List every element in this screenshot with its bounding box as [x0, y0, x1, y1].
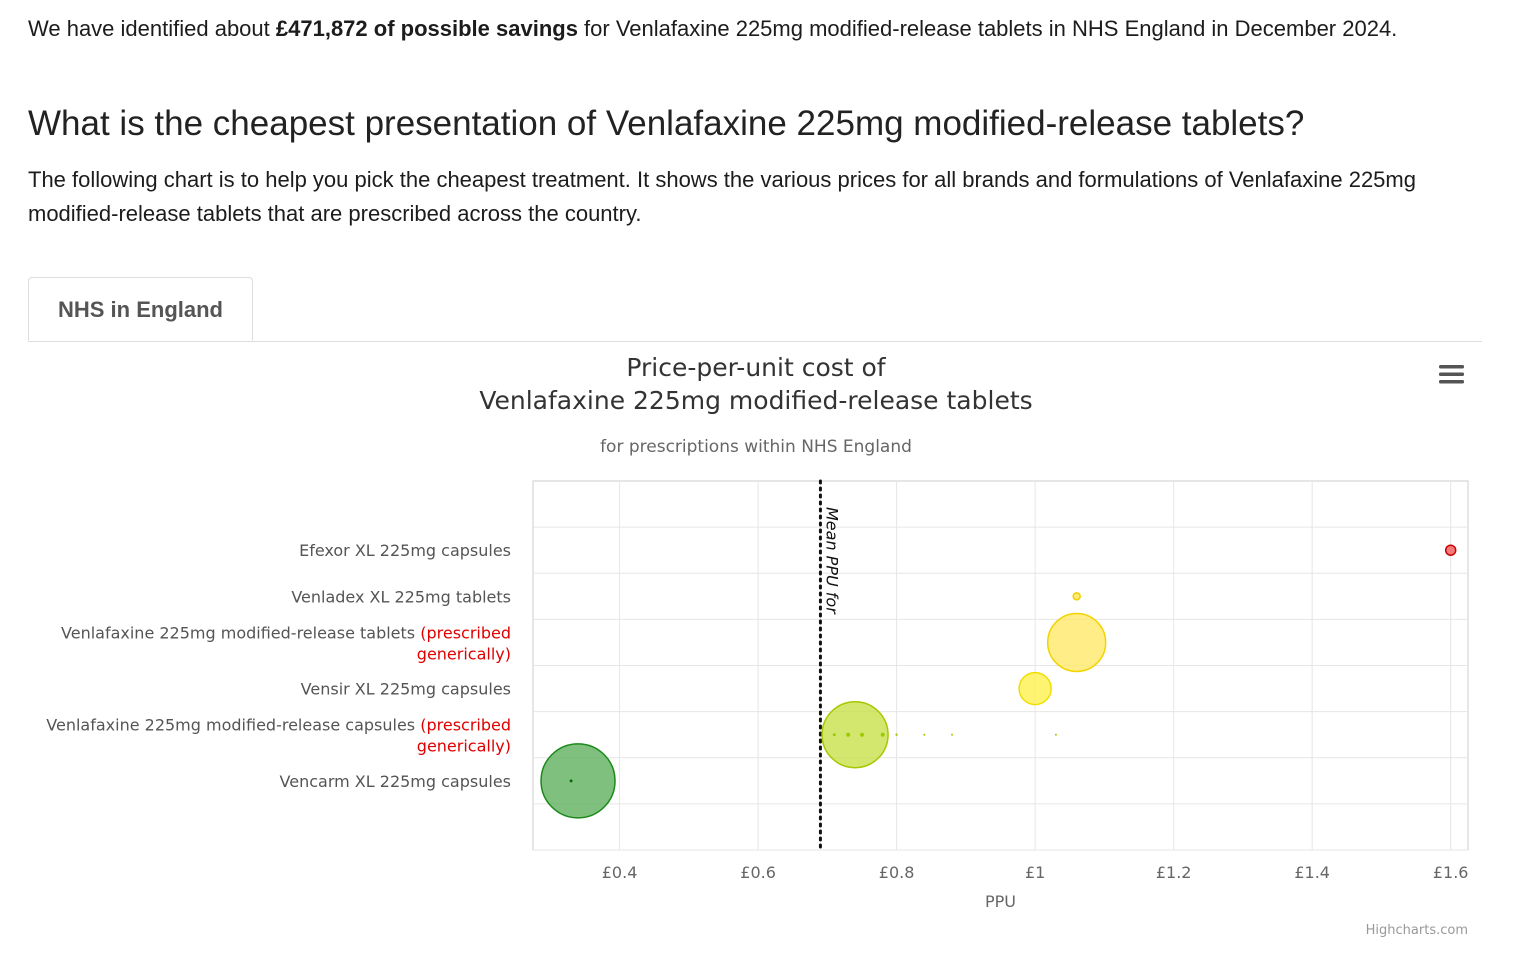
mean-ppu-label: Mean PPU for — [822, 507, 841, 615]
category-suffix: generically) — [417, 644, 511, 663]
y-axis-label: Venlafaxine 225mg modified-release capsu… — [46, 716, 511, 756]
data-point — [923, 733, 926, 736]
chart-explanation: The following chart is to help you pick … — [28, 167, 1416, 226]
x-tick-label: £1.6 — [1433, 863, 1469, 882]
x-axis-title: PPU — [985, 892, 1016, 911]
y-axis-label: Vencarm XL 225mg capsules — [280, 772, 511, 791]
data-point — [832, 733, 836, 737]
category-suffix: (prescribed — [420, 623, 511, 642]
tab-nhs-in-england[interactable]: NHS in England — [28, 277, 253, 341]
y-axis-label: Venladex XL 225mg tablets — [291, 587, 511, 606]
chart-svg: Mean PPU for Efexor XL 225mg capsules Ven… — [46, 353, 1469, 938]
data-point — [895, 733, 898, 736]
data-point — [569, 779, 573, 783]
data-point — [1444, 544, 1457, 556]
hamburger-menu-icon[interactable] — [1436, 365, 1466, 391]
x-tick-label: £1 — [1025, 863, 1045, 882]
x-tick-label: £0.8 — [879, 863, 915, 882]
savings-summary: We have identified about £471,872 of pos… — [28, 12, 1478, 46]
data-point — [1072, 592, 1081, 601]
category-suffix: (prescribed — [420, 716, 511, 735]
category-suffix: generically) — [417, 737, 511, 756]
chart-title: Price-per-unit cost of — [626, 353, 886, 382]
x-tick-label: £0.4 — [602, 863, 638, 882]
data-point — [846, 732, 851, 737]
data-point — [951, 733, 954, 736]
data-point — [1054, 733, 1057, 736]
ppu-chart: Mean PPU for Efexor XL 225mg capsules Ven… — [0, 345, 1522, 955]
y-axis-label: Vensir XL 225mg capsules — [301, 680, 511, 699]
tab-bar: NHS in England — [28, 277, 1482, 342]
data-point — [1018, 671, 1052, 706]
chart-subtitle: for prescriptions within NHS England — [600, 437, 912, 457]
savings-intro-after: for Venlafaxine 225mg modified-release t… — [577, 16, 1398, 41]
chart-title: Venlafaxine 225mg modified-release table… — [479, 386, 1032, 415]
x-tick-label: £1.4 — [1294, 863, 1330, 882]
y-axis-label: Venlafaxine 225mg modified-release table… — [61, 623, 511, 663]
x-tick-label: £0.6 — [740, 863, 776, 882]
category-name: Venlafaxine 225mg modified-release capsu… — [46, 716, 420, 735]
savings-amount: £471,872 of possible savings — [275, 16, 578, 41]
data-point — [859, 732, 864, 737]
chart-credits: Highcharts.com — [1366, 923, 1468, 938]
data-point — [1046, 612, 1107, 673]
data-point — [821, 700, 889, 769]
y-axis-label: Efexor XL 225mg capsules — [299, 541, 511, 560]
section-heading: What is the cheapest presentation of Ven… — [28, 104, 1305, 143]
category-name: Venlafaxine 225mg modified-release table… — [61, 623, 420, 642]
savings-intro-before: We have identified about — [28, 16, 276, 41]
x-tick-label: £1.2 — [1156, 863, 1192, 882]
data-point — [540, 743, 616, 819]
data-point — [880, 732, 885, 737]
